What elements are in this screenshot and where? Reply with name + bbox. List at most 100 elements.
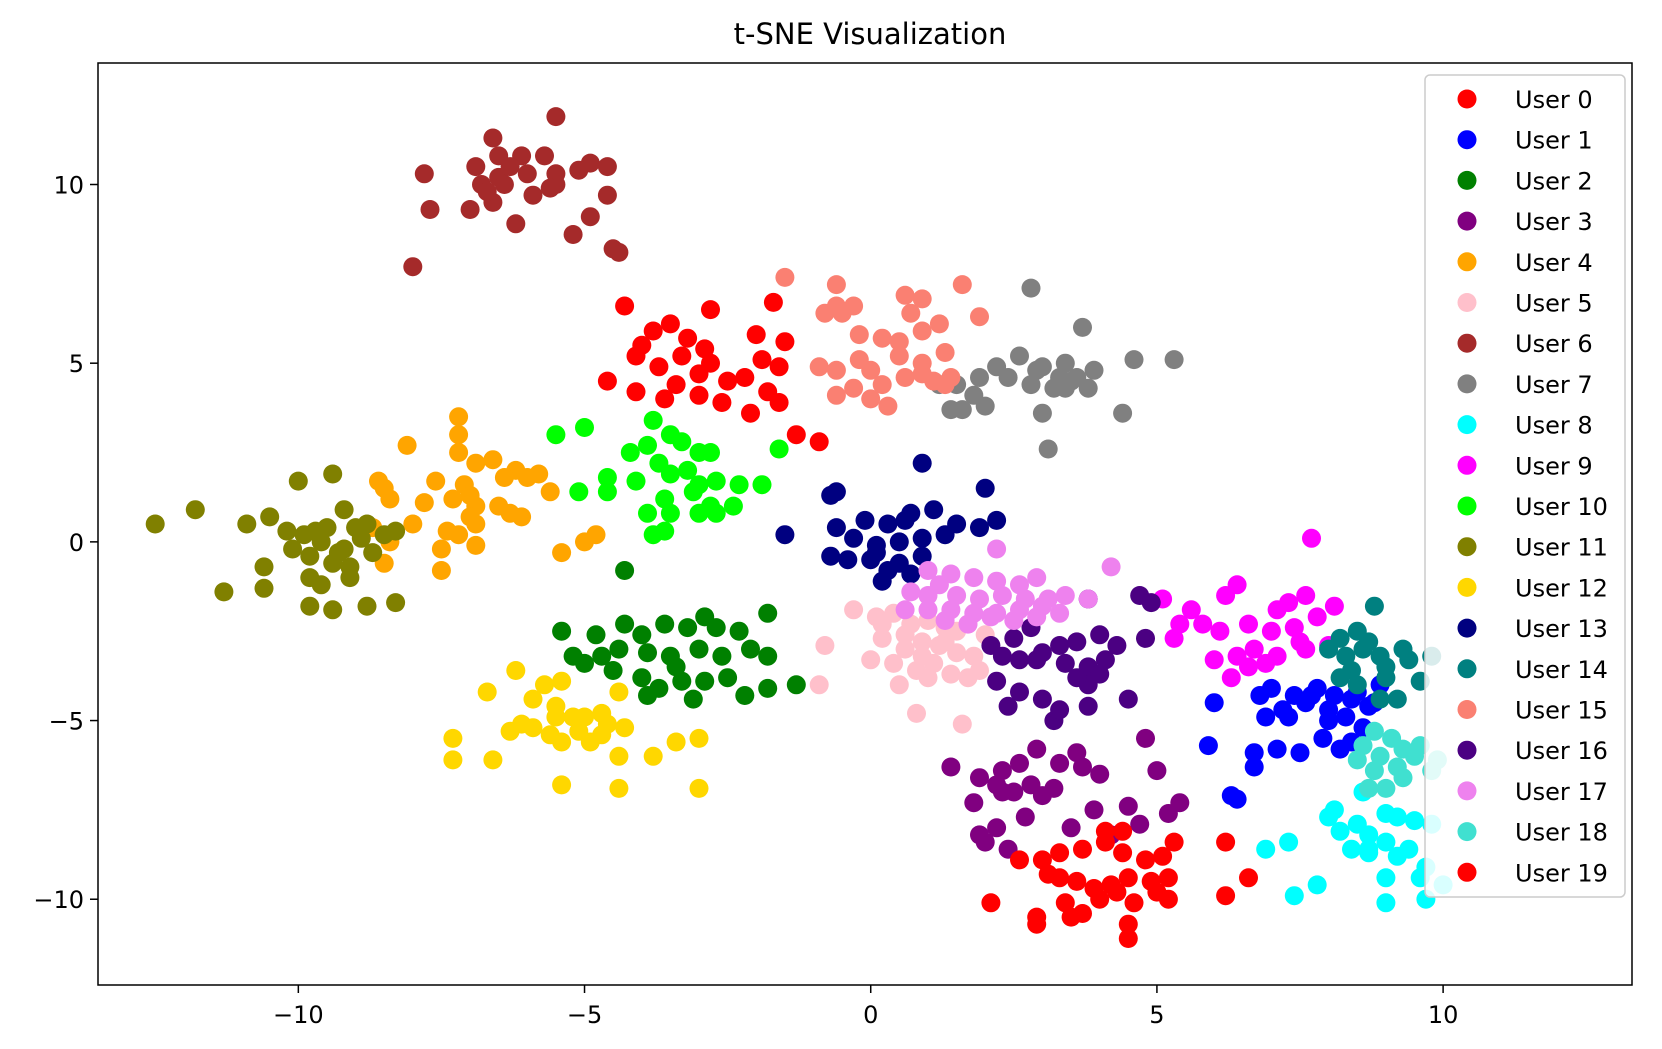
data-point <box>1313 728 1333 748</box>
legend-marker <box>1457 862 1477 882</box>
legend-marker <box>1457 89 1477 109</box>
data-point <box>758 603 778 623</box>
data-point <box>872 571 892 591</box>
data-point <box>1164 628 1184 648</box>
data-point <box>1107 882 1127 902</box>
data-point <box>494 175 514 194</box>
legend-marker <box>1457 700 1477 719</box>
data-point <box>970 768 989 788</box>
data-point <box>1136 728 1155 748</box>
data-point <box>1090 625 1110 645</box>
data-point <box>775 267 795 287</box>
data-point <box>597 482 617 502</box>
data-point <box>769 439 789 459</box>
data-point <box>306 521 325 541</box>
data-point <box>1244 743 1264 763</box>
data-point <box>323 600 343 620</box>
data-point <box>1204 693 1224 713</box>
data-point <box>1347 750 1367 770</box>
data-point <box>260 507 280 527</box>
data-point <box>517 468 537 487</box>
data-point <box>1050 700 1070 720</box>
legend-label: User 0 <box>1515 86 1593 114</box>
data-point <box>1324 686 1344 705</box>
data-point <box>987 539 1007 559</box>
data-point <box>334 539 354 559</box>
data-point <box>643 410 663 430</box>
data-point <box>1261 621 1281 641</box>
data-point <box>494 468 514 487</box>
data-point <box>895 368 915 387</box>
data-point <box>1118 929 1138 948</box>
data-point <box>1307 607 1327 627</box>
legend-label: User 18 <box>1515 819 1608 847</box>
data-point <box>849 350 869 370</box>
data-point <box>254 557 274 577</box>
data-point <box>844 528 864 548</box>
x-tick-label: −10 <box>273 1001 324 1029</box>
data-point <box>809 432 829 452</box>
data-point <box>1084 360 1104 380</box>
data-point <box>638 435 657 455</box>
data-point <box>500 157 520 177</box>
data-point <box>660 314 680 334</box>
data-point <box>970 661 989 680</box>
data-point <box>1090 764 1110 784</box>
data-point <box>752 475 772 495</box>
data-point <box>592 703 612 723</box>
data-point <box>672 432 692 452</box>
data-point <box>735 368 755 387</box>
data-point <box>1170 614 1190 634</box>
data-point <box>1021 278 1041 298</box>
data-point <box>563 707 583 727</box>
data-point <box>924 500 944 520</box>
data-point <box>431 561 451 580</box>
data-point <box>987 510 1007 530</box>
series-user-9 <box>1153 528 1344 688</box>
data-point <box>735 686 755 705</box>
data-point <box>786 425 806 445</box>
data-point <box>1015 807 1035 827</box>
data-point <box>912 321 932 341</box>
data-point <box>901 564 921 584</box>
series-user-13 <box>775 453 1007 591</box>
data-point <box>632 625 652 645</box>
points-layer <box>145 107 1453 948</box>
data-point <box>1302 686 1321 705</box>
data-point <box>666 732 686 752</box>
data-point <box>1336 646 1356 666</box>
data-point <box>821 546 841 566</box>
data-point <box>1124 350 1144 370</box>
data-point <box>655 389 675 409</box>
data-point <box>569 482 589 502</box>
data-point <box>1050 753 1070 773</box>
data-point <box>689 728 709 748</box>
data-point <box>597 157 617 177</box>
data-point <box>992 586 1012 605</box>
data-point <box>1158 889 1178 909</box>
data-point <box>695 607 715 627</box>
legend-marker <box>1457 252 1477 272</box>
data-point <box>1130 814 1150 834</box>
data-point <box>1319 639 1339 659</box>
data-point <box>1027 914 1047 934</box>
y-tick-label: 0 <box>69 529 84 557</box>
data-point <box>752 350 772 370</box>
data-point <box>1010 575 1029 595</box>
data-point <box>1027 360 1047 380</box>
data-point <box>1004 611 1024 630</box>
data-point <box>981 607 1001 627</box>
data-point <box>449 443 469 462</box>
data-point <box>506 661 526 680</box>
data-point <box>952 400 972 420</box>
data-point <box>935 375 955 395</box>
data-point <box>889 532 909 552</box>
data-point <box>592 646 612 666</box>
data-point <box>758 678 778 698</box>
data-point <box>563 225 583 244</box>
data-point <box>386 521 406 541</box>
data-point <box>907 703 926 723</box>
data-point <box>615 561 635 580</box>
data-point <box>1279 707 1299 727</box>
data-point <box>1227 789 1247 809</box>
